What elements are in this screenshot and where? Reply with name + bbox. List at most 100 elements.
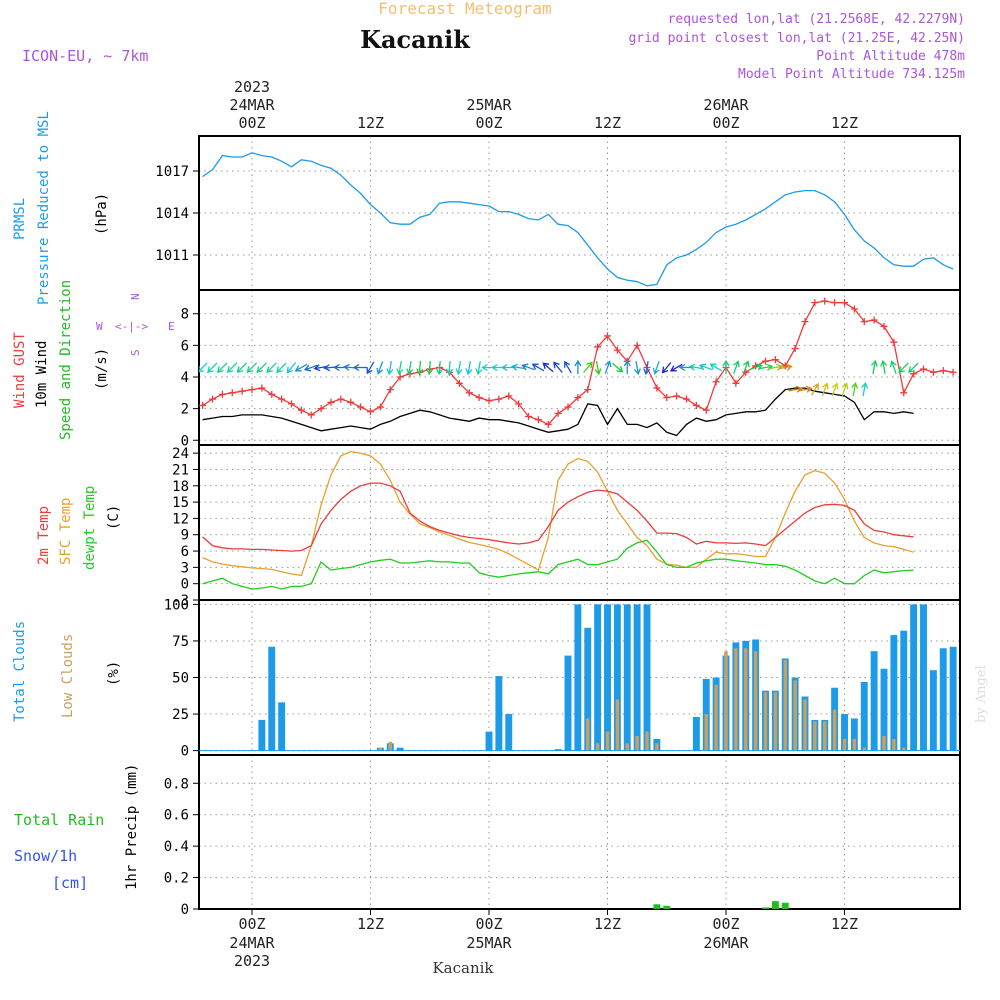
gust-marker xyxy=(515,400,523,408)
total-cloud-bar xyxy=(554,749,562,751)
panel-plot-area xyxy=(199,297,957,437)
low-cloud-bar xyxy=(852,738,857,751)
wind-direction-arrow xyxy=(199,362,208,373)
wind-direction-arrow xyxy=(266,362,277,373)
total-cloud-bar xyxy=(485,731,493,751)
precip-unit: 1hr Precip (mm) xyxy=(124,764,140,890)
total-cloud-bar xyxy=(890,635,898,751)
gust-marker xyxy=(317,405,325,413)
wind-direction-arrow xyxy=(861,381,869,397)
gust-marker xyxy=(811,299,819,307)
gust-marker xyxy=(386,386,394,394)
gust-marker xyxy=(248,386,256,394)
wind-direction-arrow xyxy=(669,363,683,372)
y-tick-label: 1011 xyxy=(155,248,189,264)
wind-direction-arrow xyxy=(386,360,394,376)
compass-rose: W <-|-> E N S xyxy=(96,293,175,356)
gust-marker xyxy=(584,386,592,394)
y-tick-label: 75 xyxy=(172,634,189,650)
wind-direction-arrow xyxy=(475,360,483,376)
bottom-year-label: 2023 xyxy=(234,952,270,970)
wind-direction-arrow xyxy=(633,360,641,376)
wind-direction-arrow xyxy=(416,360,424,376)
temp-label-sfc: SFC Temp xyxy=(58,498,74,565)
panel-plot-area xyxy=(199,604,960,752)
gust-marker xyxy=(238,387,246,395)
gust-marker xyxy=(574,394,582,402)
wind-direction-arrow xyxy=(778,363,793,371)
wind-direction-arrow xyxy=(798,385,813,393)
y-tick-label: 0.8 xyxy=(164,776,189,792)
gust-marker xyxy=(376,403,384,411)
wind-direction-arrow xyxy=(870,359,878,375)
wind-direction-arrow xyxy=(722,359,730,374)
wind-direction-arrow xyxy=(465,360,473,376)
total-cloud-bar xyxy=(939,648,947,751)
low-cloud-bar xyxy=(586,718,590,751)
gust-marker xyxy=(544,420,552,428)
gust-marker xyxy=(663,394,671,402)
gust-marker xyxy=(218,390,226,398)
total-cloud-bar xyxy=(574,604,582,751)
pressure-label-1: PRMSL xyxy=(12,198,28,240)
low-cloud-bar xyxy=(704,714,708,751)
gust-marker xyxy=(920,365,927,373)
gust-marker xyxy=(949,368,957,376)
top-date-label: 25MAR xyxy=(466,96,512,114)
top-time-label: 00Z xyxy=(712,114,739,132)
precip-label-group: Total Rain Snow/1h [cm] 1hr Precip (mm) xyxy=(14,764,140,892)
panel-plot-area xyxy=(653,901,789,909)
gust-marker xyxy=(801,318,809,326)
y-tick-label: 3 xyxy=(181,560,189,576)
y-tick-label: 9 xyxy=(181,528,189,544)
gust-marker xyxy=(752,362,760,370)
wind-direction-arrow xyxy=(216,362,228,373)
gust-marker xyxy=(525,413,532,421)
low-cloud-bar xyxy=(724,651,728,751)
gust-marker xyxy=(297,406,305,414)
gust-marker xyxy=(880,322,888,330)
wind-direction-arrow xyxy=(531,363,545,372)
wind-direction-arrow xyxy=(841,382,849,397)
panel-plot-area xyxy=(202,152,954,287)
gust-marker xyxy=(821,297,829,305)
pressure-line xyxy=(202,152,954,287)
total-cloud-bar xyxy=(505,714,513,751)
gust-marker xyxy=(633,341,641,349)
precip-label-snow-unit: [cm] xyxy=(52,874,88,892)
gust-marker xyxy=(209,395,216,403)
low-cloud-bar xyxy=(842,738,847,751)
top-time-label: 12Z xyxy=(831,114,858,132)
wind-direction-arrow xyxy=(698,363,713,371)
panel-frame xyxy=(198,754,961,910)
top-date-label: 24MAR xyxy=(229,96,275,114)
y-tick-label: 0 xyxy=(181,577,189,593)
total-cloud-bar xyxy=(268,646,276,751)
low-cloud-bar xyxy=(793,680,797,751)
wind-direction-arrow xyxy=(366,361,375,375)
low-cloud-bar xyxy=(595,743,600,751)
total-cloud-bar xyxy=(870,651,878,751)
cloud-label-low: Low Clouds xyxy=(60,634,76,718)
credit-watermark: by Angel xyxy=(974,665,989,723)
gust-marker xyxy=(337,395,345,403)
y-tick-label: 1014 xyxy=(155,206,189,222)
gust-marker xyxy=(870,316,878,324)
gust-marker xyxy=(929,368,937,376)
gust-marker xyxy=(199,401,207,409)
plots-layer: 10111014101702468-3036912151821240255075… xyxy=(155,78,961,970)
total-cloud-bar xyxy=(841,714,848,751)
low-cloud-bar xyxy=(615,699,620,751)
gust-marker xyxy=(396,373,404,381)
compass-arrow: <-|-> xyxy=(115,320,148,333)
low-cloud-bar xyxy=(734,648,738,751)
top-time-label: 00Z xyxy=(238,114,265,132)
y-tick-label: 0 xyxy=(181,744,189,760)
gust-marker xyxy=(762,357,769,365)
wind-direction-arrow xyxy=(294,363,308,372)
gust-marker xyxy=(841,299,848,307)
total-cloud-bar xyxy=(692,716,700,751)
total-cloud-bar xyxy=(929,670,937,751)
wind-direction-arrow xyxy=(435,360,444,376)
